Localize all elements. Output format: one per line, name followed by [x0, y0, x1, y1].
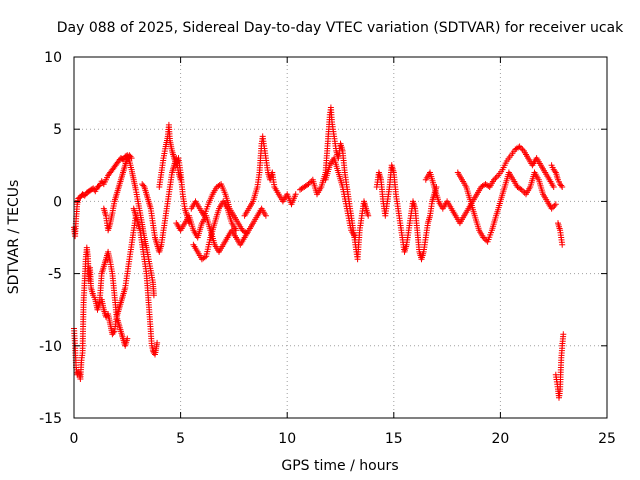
data-point — [551, 202, 558, 209]
y-tick-label: -15 — [39, 411, 62, 427]
data-point — [242, 229, 249, 236]
data-point — [493, 173, 500, 180]
data-point — [150, 292, 157, 299]
data-point — [243, 230, 250, 237]
data-point — [154, 339, 161, 346]
data-point — [492, 175, 499, 182]
data-point — [559, 241, 566, 248]
y-tick-label: 0 — [53, 194, 62, 210]
data-point — [550, 184, 557, 190]
y-axis-label: SDTVAR / TECUs — [6, 180, 22, 295]
axis-ticks: 0 5 10 15 20 25 -15 -10 -5 0 5 10 — [39, 50, 616, 447]
grid — [74, 57, 607, 418]
data-point — [201, 254, 208, 261]
data-point — [110, 329, 117, 336]
data-point — [559, 184, 566, 190]
data-point — [548, 205, 555, 212]
data-point — [262, 212, 269, 219]
data-point — [551, 168, 558, 175]
y-tick-label: 10 — [44, 50, 62, 66]
x-tick-label: 10 — [278, 431, 296, 447]
x-tick-label: 5 — [176, 431, 185, 447]
y-tick-label: 5 — [53, 122, 62, 138]
x-tick-label: 15 — [385, 431, 403, 447]
y-tick-label: -5 — [48, 267, 62, 283]
data-points — [71, 104, 567, 401]
data-point — [560, 331, 567, 338]
x-tick-label: 20 — [491, 431, 509, 447]
data-point — [128, 155, 135, 162]
data-point — [292, 191, 299, 198]
plot-frame — [73, 56, 608, 419]
y-tick-label: -10 — [39, 339, 62, 355]
series-SDTVAR — [71, 104, 567, 401]
chart-title: Day 088 of 2025, Sidereal Day-to-day VTE… — [57, 20, 624, 36]
data-point — [352, 234, 359, 241]
data-point — [365, 212, 372, 219]
x-axis-label: GPS time / hours — [281, 458, 398, 474]
data-point — [518, 145, 524, 151]
x-tick-label: 0 — [70, 431, 79, 447]
data-point — [124, 335, 131, 342]
data-point — [552, 201, 559, 208]
data-point — [233, 227, 239, 234]
x-tick-label: 25 — [598, 431, 616, 447]
data-point — [491, 176, 497, 183]
